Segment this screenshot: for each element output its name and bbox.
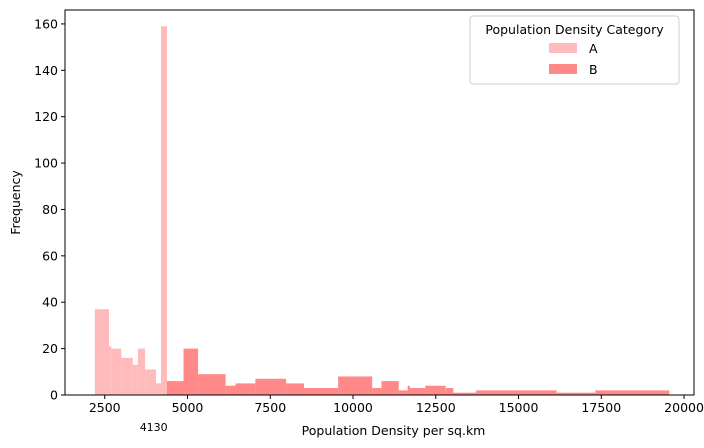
legend-label-b: B xyxy=(589,62,598,77)
x-tick-label-2500: 2500 xyxy=(89,400,121,415)
bar-b-5 xyxy=(255,378,287,395)
bar-b-10 xyxy=(381,381,399,395)
bar-b-15 xyxy=(445,388,454,395)
plot-frame xyxy=(64,9,695,396)
x-tick-label-10000: 10000 xyxy=(333,400,373,415)
x-tick-label-17500: 17500 xyxy=(581,400,621,415)
bar-a-3 xyxy=(121,357,133,395)
bar-b-11 xyxy=(398,390,408,395)
y-tick-label-100: 100 xyxy=(34,156,58,171)
legend-swatch-a xyxy=(549,43,577,53)
bar-b-16 xyxy=(453,392,477,395)
bar-b-18 xyxy=(556,392,596,395)
bar-a-5 xyxy=(137,348,146,395)
bar-b-2 xyxy=(198,374,226,395)
bar-b-17 xyxy=(476,390,557,395)
bar-a-4 xyxy=(132,364,138,395)
x-tick-label-12500: 12500 xyxy=(416,400,456,415)
bar-b-6 xyxy=(286,383,305,395)
y-tick-label-40: 40 xyxy=(42,295,58,310)
y-tick-label-0: 0 xyxy=(50,388,58,403)
bar-b-13 xyxy=(409,388,426,395)
x-axis: 2500 5000 7500 10000 12500 15000 17500 20000 xyxy=(89,395,704,415)
bar-b-8 xyxy=(338,376,373,395)
bar-a-0 xyxy=(94,309,110,395)
x-tick-label-20000: 20000 xyxy=(664,400,704,415)
bar-b-9 xyxy=(372,388,382,395)
bar-b-3 xyxy=(225,385,236,395)
bar-a-7 xyxy=(156,383,162,395)
bar-b-19 xyxy=(595,390,670,395)
x-tick-label-5000: 5000 xyxy=(172,400,204,415)
bar-b-0 xyxy=(166,381,184,395)
annotation-4130-label: 4130 xyxy=(140,421,168,434)
x-tick-label-15000: 15000 xyxy=(499,400,539,415)
legend-label-a: A xyxy=(589,41,598,56)
x-tick-label-7500: 7500 xyxy=(254,400,286,415)
bar-a-1 xyxy=(109,346,112,395)
legend-title: Population Density Category xyxy=(485,22,664,37)
y-tick-label-160: 160 xyxy=(34,16,58,31)
legend-swatch-b xyxy=(549,64,577,74)
bar-a-8 xyxy=(161,26,167,396)
y-tick-label-120: 120 xyxy=(34,109,58,124)
y-tick-label-80: 80 xyxy=(42,202,58,217)
bar-b-14 xyxy=(425,385,446,395)
bar-b-1 xyxy=(183,348,199,395)
y-axis-label: Frequency xyxy=(8,170,23,235)
bar-a-6 xyxy=(145,369,157,395)
bar-a-2 xyxy=(111,348,122,395)
legend: Population Density Category A B xyxy=(469,15,680,85)
y-tick-label-140: 140 xyxy=(34,63,58,78)
bar-b-7 xyxy=(304,388,339,395)
bar-b-4 xyxy=(235,383,256,395)
bars-layer xyxy=(94,26,670,396)
bar-b-12 xyxy=(407,385,410,395)
y-axis: 0 20 40 60 80 100 120 140 160 xyxy=(34,16,65,403)
y-tick-label-60: 60 xyxy=(42,248,58,263)
y-tick-label-20: 20 xyxy=(42,341,58,356)
x-axis-label: Population Density per sq.km xyxy=(302,423,486,438)
